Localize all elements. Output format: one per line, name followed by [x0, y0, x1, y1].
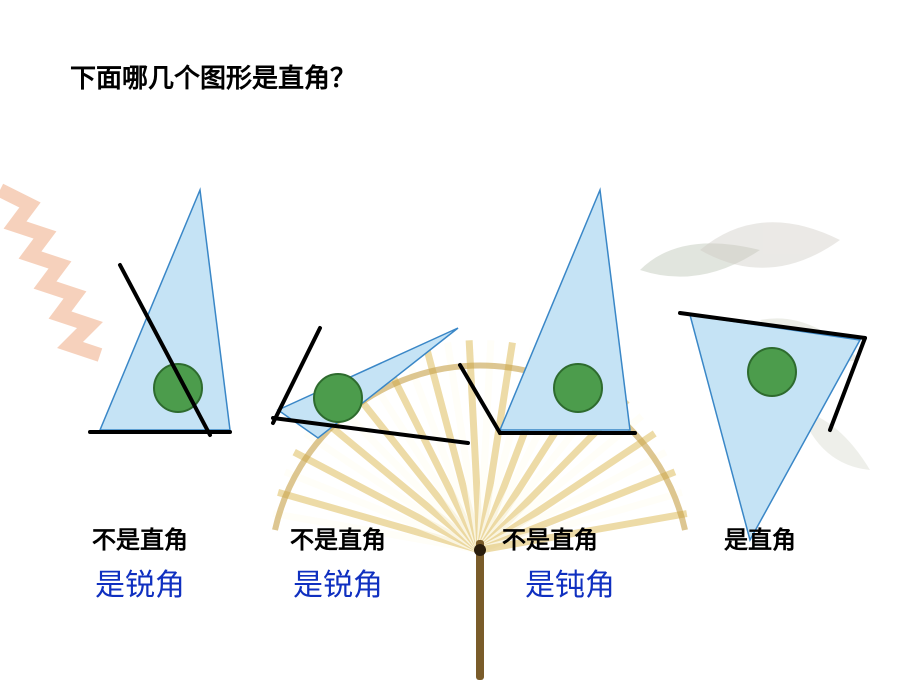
main-answer-1: 不是直角: [40, 520, 240, 555]
sub-answer-3: 是钝角: [470, 560, 670, 604]
angle-ray-2: [273, 418, 468, 443]
sub-answer-2: 是锐角: [238, 560, 438, 604]
angle-figure-4: [660, 250, 900, 550]
vertex-dot: [748, 348, 796, 396]
sub-answer-1: 是锐角: [40, 560, 240, 604]
angle-figure-2: [238, 248, 478, 548]
vertex-dot: [554, 364, 602, 412]
angle-ray-2: [460, 365, 500, 433]
main-answer-4: 是直角: [660, 520, 860, 555]
main-answer-2: 不是直角: [238, 520, 438, 555]
vertex-dot: [314, 374, 362, 422]
question-title: 下面哪几个图形是直角？: [70, 58, 356, 95]
main-answer-3: 不是直角: [450, 520, 650, 555]
